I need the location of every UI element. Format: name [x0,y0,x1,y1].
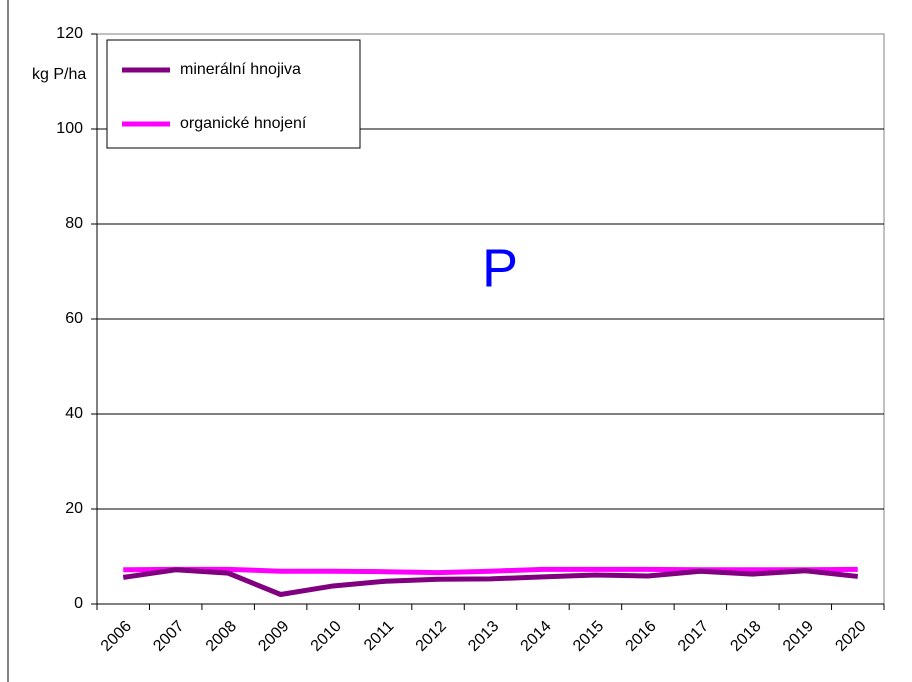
x-tick-label: 2011 [361,618,397,654]
y-tick-label: 0 [74,595,83,612]
y-axis-label: kg P/ha [32,66,86,83]
x-tick-label: 2009 [255,618,292,655]
x-tick-label: 2010 [308,618,345,655]
x-tick-label: 2008 [203,618,240,655]
legend-box [106,39,361,149]
annotation: P [482,238,518,298]
y-tick-label: 20 [65,500,83,517]
y-tick-label: 100 [56,120,83,137]
x-tick-label: 2014 [518,618,555,655]
x-tick-label: 2007 [150,618,187,655]
x-tick-label: 2015 [570,618,607,655]
x-tick-label: 2016 [623,618,660,655]
x-tick-label: 2019 [780,618,817,655]
x-tick-label: 2006 [98,618,135,655]
legend-label: minerální hnojiva [180,61,301,78]
x-tick-label: 2012 [413,618,450,655]
y-tick-label: 60 [65,310,83,327]
y-tick-label: 80 [65,215,83,232]
series-line [122,567,859,597]
x-tick-label: 2020 [832,618,869,655]
x-tick-label: 2017 [675,618,712,655]
x-tick-label: 2013 [465,618,502,655]
series-line [123,566,858,576]
y-tick-label: 40 [65,405,83,422]
y-tick-label: 120 [56,25,83,42]
legend-label: organické hnojení [180,115,307,132]
x-tick-label: 2018 [727,618,764,655]
